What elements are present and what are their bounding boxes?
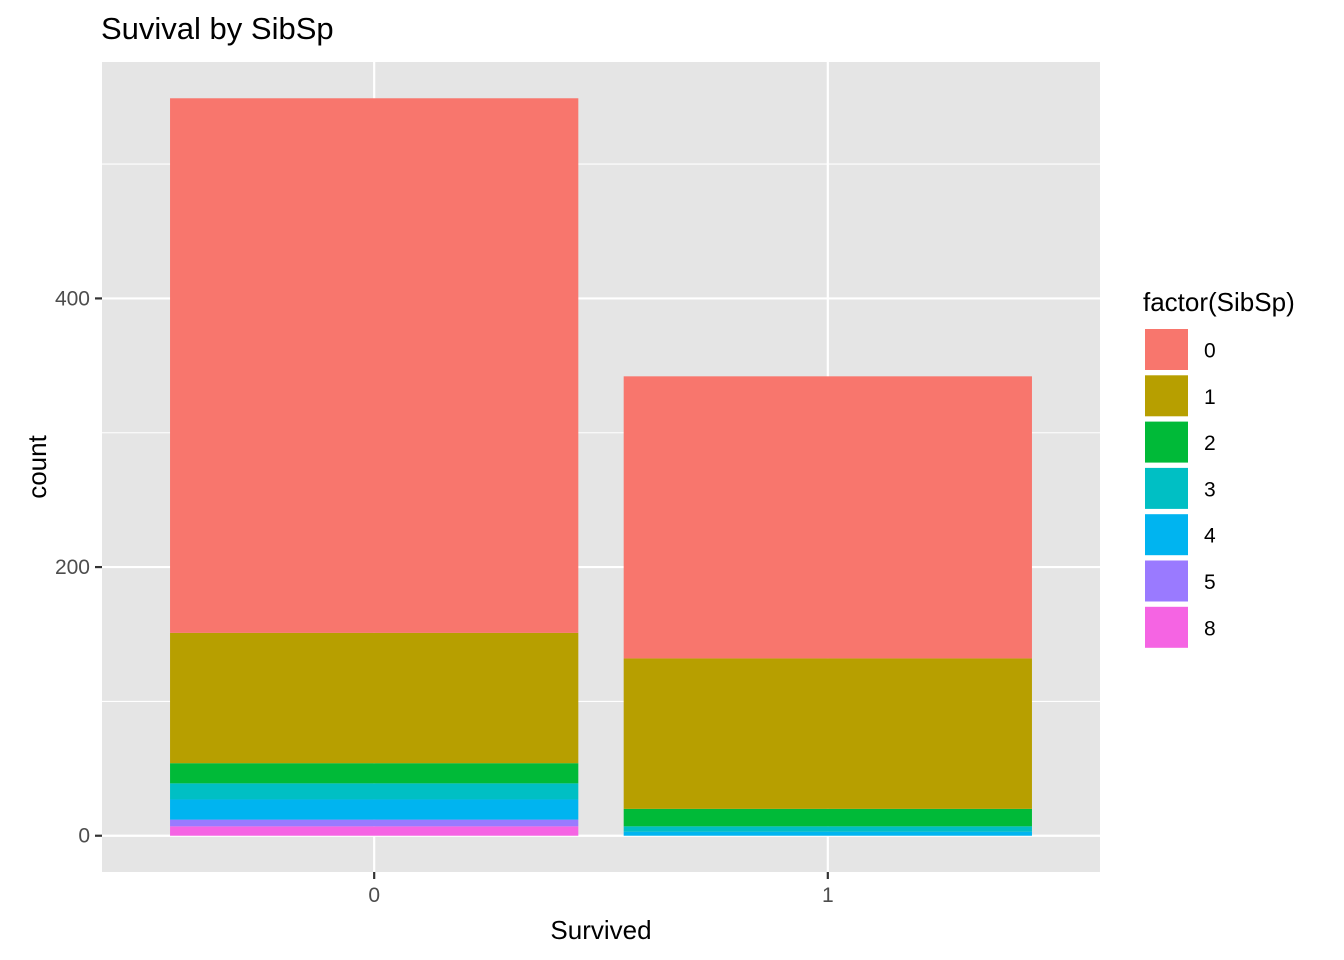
legend-key-2 — [1145, 421, 1188, 463]
legend-label-4: 4 — [1204, 525, 1216, 548]
bar-segment-survived-1-sibsp-3 — [623, 826, 1032, 832]
chart-title: Suvival by SibSp — [101, 11, 334, 46]
legend-label-0: 0 — [1204, 340, 1216, 363]
bar-segment-survived-1-sibsp-1 — [623, 658, 1032, 809]
x-tick-label: 0 — [368, 884, 380, 907]
bar-segment-survived-0-sibsp-4 — [170, 799, 579, 820]
x-tick-label: 1 — [822, 884, 834, 907]
legend: factor(SibSp) 0 1 2 3 4 5 8 — [1143, 287, 1295, 648]
y-axis-title: count — [22, 434, 52, 498]
bar-segment-survived-0-sibsp-8 — [170, 826, 579, 836]
bar-segment-survived-0-sibsp-2 — [170, 763, 579, 784]
legend-key-1 — [1145, 375, 1188, 417]
x-axis-title: Survived — [550, 915, 651, 945]
bar-segment-survived-1-sibsp-2 — [623, 808, 1032, 827]
y-tick-label: 200 — [55, 556, 90, 579]
legend-label-2: 2 — [1204, 432, 1216, 455]
legend-key-5 — [1145, 560, 1188, 602]
legend-title: factor(SibSp) — [1143, 287, 1295, 317]
bar-segment-survived-1-sibsp-4 — [623, 831, 1032, 836]
bars — [170, 98, 1032, 836]
y-axis: 0 200 400 — [55, 287, 102, 848]
legend-label-8: 8 — [1204, 617, 1216, 640]
bar-segment-survived-0-sibsp-3 — [170, 783, 579, 800]
y-tick-label: 0 — [78, 825, 90, 848]
legend-key-4 — [1145, 514, 1188, 556]
legend-label-3: 3 — [1204, 478, 1216, 501]
legend-label-1: 1 — [1204, 386, 1216, 409]
legend-key-3 — [1145, 467, 1188, 509]
bar-segment-survived-0-sibsp-1 — [170, 632, 579, 764]
y-tick-label: 400 — [55, 287, 90, 310]
legend-items: 0 1 2 3 4 5 8 — [1145, 329, 1216, 648]
bar-segment-survived-1-sibsp-0 — [623, 376, 1032, 659]
legend-label-5: 5 — [1204, 571, 1216, 594]
legend-key-0 — [1145, 329, 1188, 370]
bar-segment-survived-0-sibsp-5 — [170, 819, 579, 827]
legend-key-8 — [1145, 606, 1188, 648]
bar-segment-survived-0-sibsp-0 — [170, 98, 579, 633]
